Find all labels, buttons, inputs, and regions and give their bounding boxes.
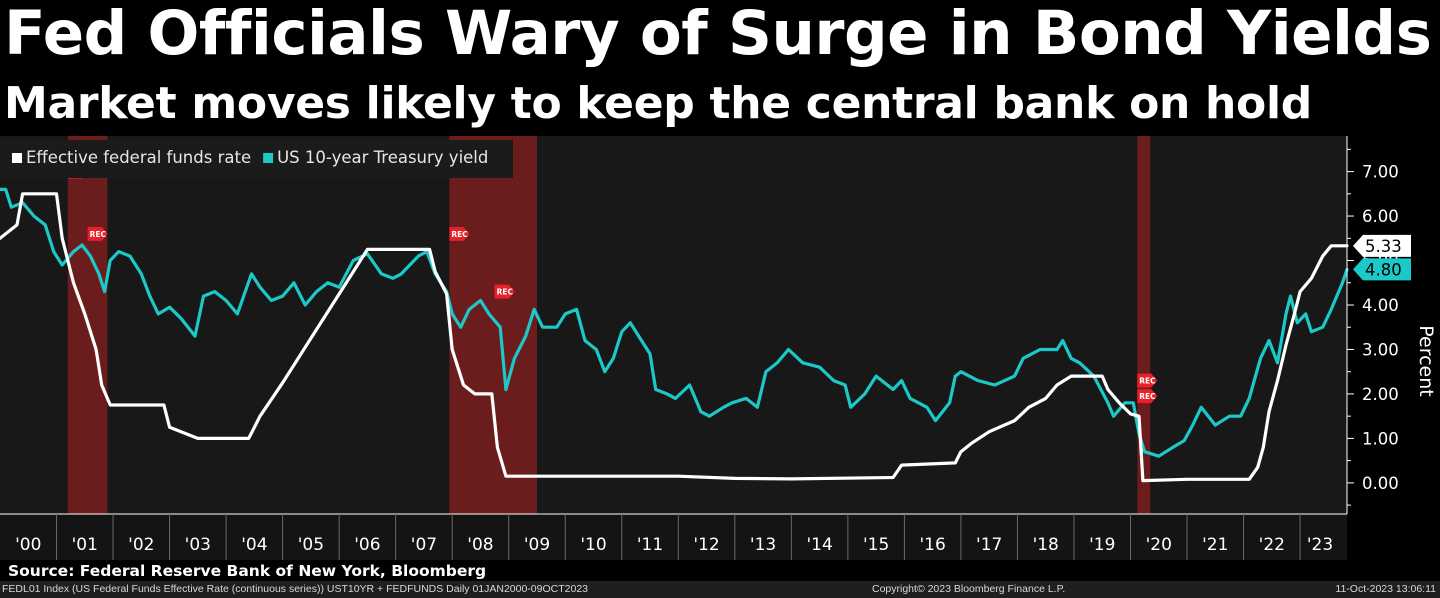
x-tick-label: '11 [637, 535, 663, 555]
x-axis-strip [0, 514, 1347, 560]
y-tick-label: 0.00 [1362, 474, 1399, 493]
last-value-label: 5.33 [1353, 234, 1411, 257]
y-tick-label: 6.00 [1362, 207, 1399, 226]
x-tick-label: '04 [241, 535, 267, 555]
recession-band [1137, 136, 1151, 514]
recession-shading [67, 136, 1151, 514]
series-line [0, 187, 1349, 458]
series-line [0, 192, 1349, 483]
x-tick-label: '15 [863, 535, 889, 555]
x-tick-label: '07 [411, 535, 437, 555]
x-tick-label: '19 [1089, 535, 1115, 555]
chart-title: Fed Officials Wary of Surge in Bond Yiel… [4, 0, 1432, 69]
legend-swatch [12, 153, 22, 163]
x-tick-label: '23 [1307, 535, 1333, 555]
y-tick-label: 4.00 [1362, 296, 1399, 315]
rec-marker: REC [87, 226, 108, 241]
legend-swatch [263, 153, 274, 163]
rec-marker-shape [449, 226, 470, 241]
x-tick-label: '10 [580, 535, 606, 555]
x-tick-label: '16 [920, 535, 946, 555]
y-tick-label: 3.00 [1362, 340, 1399, 359]
x-tick-label: '01 [72, 535, 98, 555]
rec-marker-label: REC [1139, 392, 1156, 401]
rec-marker-shape [87, 226, 108, 241]
rec-marker-label: REC [90, 230, 107, 239]
y-tick-label: 7.00 [1362, 163, 1399, 182]
last-value-text: 5.33 [1365, 237, 1402, 256]
x-tick-label: '13 [750, 535, 776, 555]
rec-marker-label: REC [497, 288, 514, 297]
last-value-box [1353, 234, 1411, 257]
x-tick-label: '09 [524, 535, 550, 555]
x-tick-label: '18 [1033, 535, 1059, 555]
rec-marker: REC [1137, 373, 1158, 388]
last-value-text: 4.80 [1365, 260, 1402, 279]
rec-marker-shape [494, 284, 515, 299]
x-tick-label: '05 [298, 535, 324, 555]
rec-marker: REC [1137, 389, 1158, 404]
rec-marker: REC [449, 226, 470, 241]
legend: Effective federal funds rate US 10-year T… [0, 140, 513, 178]
y-axis-label: Percent [1415, 325, 1437, 397]
x-tick-label: '08 [467, 535, 493, 555]
x-tick-label: '14 [806, 535, 832, 555]
y-tick-label: 1.00 [1362, 429, 1399, 448]
recession-band [449, 136, 537, 514]
x-tick-label: '20 [1146, 535, 1172, 555]
x-tick-label: '22 [1259, 535, 1285, 555]
chart-area: RECRECRECRECRECREC Effective federal fun… [0, 136, 1437, 560]
source-note: Source: Federal Reserve Bank of New York… [8, 562, 487, 580]
footer-ticker-info: FEDL01 Index (US Federal Funds Effective… [2, 583, 589, 595]
rec-marker-shape [1137, 389, 1158, 404]
y-axis: 0.001.002.003.004.005.006.007.00 [1346, 136, 1399, 514]
footer-bar: FEDL01 Index (US Federal Funds Effective… [0, 581, 1440, 598]
legend-label: Effective federal funds rate [26, 148, 251, 167]
x-tick-label: '12 [693, 535, 719, 555]
rec-marker-shape [1137, 373, 1158, 388]
x-tick-label: '02 [128, 535, 154, 555]
x-axis: '00 '01 '02 '03 '04 '05 '06 '07 '08 '09 '10 '11 '12 '… [0, 513, 1347, 560]
rec-marker-label: REC [451, 230, 468, 239]
legend-box [0, 140, 513, 178]
rec-marker: REC [494, 284, 515, 299]
footer-copyright: Copyright© 2023 Bloomberg Finance L.P. [872, 583, 1066, 595]
legend-label: US 10-year Treasury yield [277, 148, 488, 167]
x-tick-label: '17 [976, 535, 1002, 555]
footer-timestamp: 11-Oct-2023 13:06:11 [1335, 583, 1436, 595]
y-tick-label: 2.00 [1362, 385, 1399, 404]
last-value-labels: 5.33 4.80 [1353, 234, 1411, 281]
chart-subtitle: Market moves likely to keep the central … [4, 78, 1312, 129]
x-tick-label: '03 [185, 535, 211, 555]
plot-background [0, 136, 1347, 514]
last-value-label: 4.80 [1353, 258, 1411, 281]
x-tick-label: '00 [15, 535, 41, 555]
x-tick-label: '21 [1202, 535, 1228, 555]
last-value-box [1353, 258, 1411, 281]
series-lines [0, 187, 1349, 483]
rec-marker-label: REC [1139, 377, 1156, 386]
x-tick-label: '06 [354, 535, 380, 555]
